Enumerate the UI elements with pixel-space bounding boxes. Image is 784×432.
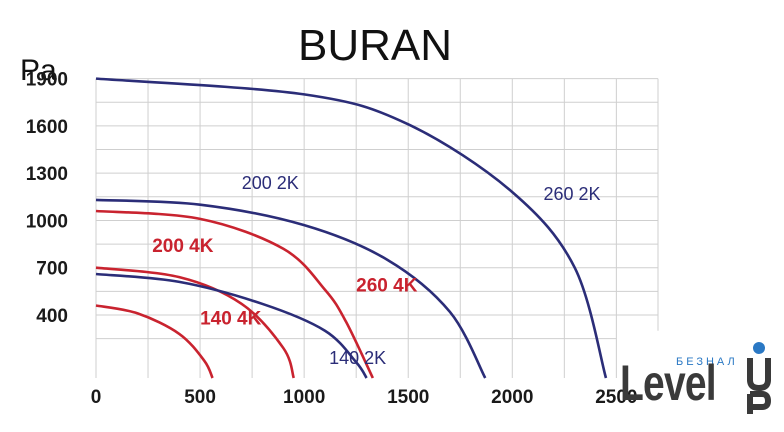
series-line-140-4k [95,304,214,379]
x-tick-label: 0 [91,387,102,408]
y-tick-label: 1900 [26,70,68,91]
series-line-140-2k [95,272,368,379]
series-label: 200 2K [242,173,299,193]
x-tick-label: 1500 [387,387,429,408]
up-mark-icon [747,342,772,414]
y-axis-ticks: 400 700 1000 1300 1600 1900 [26,70,68,327]
series-line-200-2k [95,198,487,379]
series-label: 260 4K [356,275,418,296]
x-tick-label: 2000 [491,387,533,408]
y-axis-unit: Pa [20,54,57,87]
y-tick-label: 400 [36,306,68,327]
logo-tagline: БЕЗНАЛ [676,356,738,368]
x-tick-label: 1000 [283,387,325,408]
logo-word: Level [620,355,717,411]
y-tick-label: 1000 [26,211,68,232]
series-curves [95,77,608,379]
x-tick-label: 500 [184,387,216,408]
series-line-200-4k [95,266,295,379]
series-label: 140 4K [200,308,262,329]
series-line-260-4k [95,209,375,379]
series-line-260-2k [95,77,608,379]
series-label: 140 2K [329,348,386,368]
y-tick-label: 700 [36,259,68,280]
brand-logo: БЕЗНАЛ Level [618,340,776,416]
x-axis-ticks: 0 500 1000 1500 2000 2500 [91,387,638,408]
y-tick-label: 1300 [26,164,68,185]
y-tick-label: 1600 [26,117,68,138]
series-labels: 260 2K 200 2K 260 4K 200 4K 140 2K 140 4K [152,173,600,368]
series-label: 260 2K [544,184,601,204]
x-tick-label: 2500 [595,387,637,408]
chart-title: BURAN [298,21,452,70]
series-label: 200 4K [152,236,214,257]
